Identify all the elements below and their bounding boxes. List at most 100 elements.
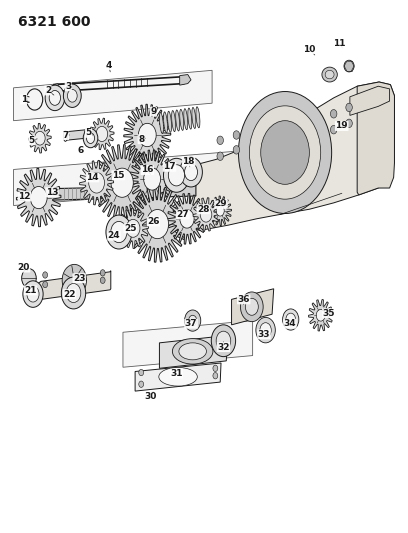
Text: 6321 600: 6321 600 [18, 14, 90, 29]
Ellipse shape [168, 111, 171, 132]
Text: 7: 7 [62, 131, 69, 140]
Polygon shape [38, 271, 111, 300]
Polygon shape [32, 185, 196, 201]
Circle shape [240, 292, 263, 321]
Text: 14: 14 [86, 173, 99, 182]
Text: 31: 31 [170, 369, 183, 378]
Polygon shape [13, 70, 212, 120]
Circle shape [27, 286, 39, 302]
Circle shape [217, 152, 224, 160]
Text: 17: 17 [163, 163, 176, 171]
Ellipse shape [325, 70, 334, 79]
Circle shape [169, 165, 184, 186]
Text: 29: 29 [215, 199, 227, 208]
Polygon shape [135, 363, 221, 391]
Text: 24: 24 [108, 231, 120, 240]
Circle shape [249, 106, 321, 199]
Circle shape [330, 125, 337, 134]
Circle shape [245, 298, 258, 316]
Circle shape [233, 146, 239, 154]
Text: 30: 30 [144, 392, 157, 401]
Circle shape [139, 381, 144, 387]
Polygon shape [128, 186, 186, 262]
Circle shape [216, 206, 224, 216]
Circle shape [86, 133, 95, 143]
Circle shape [261, 120, 309, 184]
Ellipse shape [159, 368, 197, 386]
Circle shape [139, 369, 144, 376]
Text: 16: 16 [141, 166, 153, 174]
Circle shape [138, 123, 156, 147]
Circle shape [45, 85, 64, 111]
Circle shape [100, 270, 105, 276]
Text: 23: 23 [73, 273, 85, 282]
Text: 36: 36 [237, 295, 250, 304]
Polygon shape [16, 168, 61, 227]
Text: 35: 35 [323, 309, 335, 318]
Polygon shape [54, 84, 58, 93]
Text: 5: 5 [85, 128, 92, 138]
Polygon shape [29, 123, 51, 153]
Circle shape [283, 309, 299, 330]
Circle shape [213, 373, 218, 379]
Circle shape [211, 325, 235, 357]
Circle shape [346, 103, 353, 112]
Ellipse shape [180, 109, 184, 131]
Ellipse shape [176, 110, 180, 131]
Ellipse shape [172, 110, 175, 132]
Polygon shape [190, 82, 395, 230]
Text: 25: 25 [124, 224, 137, 233]
Text: 26: 26 [147, 217, 160, 226]
Text: 19: 19 [335, 122, 348, 131]
Polygon shape [209, 196, 232, 225]
Circle shape [66, 284, 81, 303]
Circle shape [188, 316, 197, 326]
Circle shape [22, 269, 36, 288]
Polygon shape [93, 144, 151, 221]
Ellipse shape [196, 107, 200, 128]
Text: 20: 20 [18, 263, 30, 272]
Polygon shape [193, 198, 219, 231]
Circle shape [260, 322, 271, 337]
Text: 21: 21 [24, 286, 37, 295]
Ellipse shape [84, 128, 89, 139]
Circle shape [180, 157, 202, 187]
Circle shape [216, 331, 231, 350]
Circle shape [111, 168, 133, 197]
Polygon shape [90, 118, 114, 150]
Polygon shape [180, 75, 191, 85]
Ellipse shape [179, 343, 206, 360]
Text: 28: 28 [197, 205, 209, 214]
Circle shape [23, 281, 43, 308]
Ellipse shape [173, 338, 213, 364]
Text: 18: 18 [182, 157, 195, 166]
Circle shape [256, 317, 275, 343]
Circle shape [106, 215, 132, 249]
Text: 9: 9 [150, 107, 157, 116]
Text: 22: 22 [63, 289, 76, 298]
Circle shape [67, 90, 77, 102]
Circle shape [213, 365, 218, 372]
Text: 11: 11 [333, 39, 346, 49]
Circle shape [316, 310, 325, 321]
Circle shape [49, 91, 60, 106]
Ellipse shape [322, 67, 337, 82]
Circle shape [200, 207, 212, 222]
Circle shape [217, 136, 224, 144]
Text: 15: 15 [112, 171, 124, 180]
Polygon shape [65, 130, 86, 140]
Circle shape [96, 126, 108, 142]
Circle shape [83, 128, 98, 148]
Text: 34: 34 [284, 319, 296, 328]
Polygon shape [124, 104, 171, 166]
Circle shape [346, 119, 353, 127]
Circle shape [144, 168, 161, 190]
Circle shape [238, 92, 332, 214]
Polygon shape [118, 208, 149, 248]
Circle shape [100, 277, 105, 284]
Circle shape [61, 277, 86, 309]
Ellipse shape [192, 107, 196, 128]
Text: 1: 1 [20, 95, 27, 104]
Ellipse shape [63, 131, 67, 141]
Ellipse shape [188, 108, 192, 129]
